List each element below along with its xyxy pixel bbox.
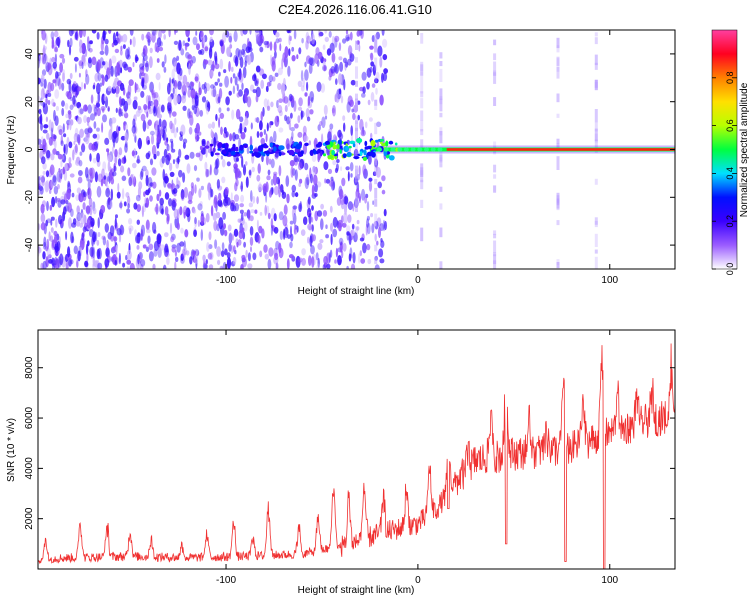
x-tick-label: 0 xyxy=(415,575,421,586)
y-tick-label: 0 xyxy=(24,146,35,152)
spectrogram-ylabel: Frequency (Hz) xyxy=(6,116,17,185)
y-tick-label: 6000 xyxy=(24,406,35,429)
snr-frame xyxy=(37,329,676,570)
y-tick-label: 2000 xyxy=(24,507,35,530)
colorbar-tick-label: 0.4 xyxy=(725,167,735,180)
x-tick-label: 0 xyxy=(415,275,421,286)
colorbar-tick-label: 0.8 xyxy=(725,72,735,85)
colorbar-ticks: 0.0 0.2 0.4 0.6 0.8 xyxy=(712,72,737,276)
snr-panel: -100 0 100 2000 4000 6000 8000 Height of strai… xyxy=(6,329,676,596)
x-tick-label: 100 xyxy=(601,575,618,586)
x-tick-label: -100 xyxy=(216,575,236,586)
snr-xlabel: Height of straight line (km) xyxy=(298,585,415,596)
colorbar: 0.0 0.2 0.4 0.6 0.8 Normalized spectral ampl… xyxy=(711,29,750,276)
spectrogram-panel: -100 0 100 -40 -20 0 20 40 Height of straight l… xyxy=(6,29,676,297)
y-tick-label: 4000 xyxy=(24,457,35,480)
snr-series-line xyxy=(38,343,675,569)
y-tick-label: 40 xyxy=(24,48,35,60)
colorbar-tick-label: 0.6 xyxy=(725,119,735,132)
x-tick-label: -100 xyxy=(216,275,236,286)
y-tick-label: 20 xyxy=(24,96,35,108)
chart-title: C2E4.2026.116.06.41.G10 xyxy=(278,2,432,17)
colorbar-tick-label: 0.2 xyxy=(725,215,735,228)
spectrogram-cells xyxy=(38,30,675,269)
colorbar-label: Normalized spectral amplitude xyxy=(739,82,750,217)
y-tick-label: 8000 xyxy=(24,356,35,379)
spectrogram-xlabel: Height of straight line (km) xyxy=(298,286,415,297)
snr-ticks: -100 0 100 2000 4000 6000 8000 xyxy=(24,330,675,586)
colorbar-tick-label: 0.0 xyxy=(725,263,735,276)
x-tick-label: 100 xyxy=(601,275,618,286)
colorbar-gradient xyxy=(711,29,738,270)
spectrogram-ticks: -100 0 100 -40 -20 0 20 40 xyxy=(24,30,675,286)
y-tick-label: -40 xyxy=(24,237,35,252)
y-tick-label: -20 xyxy=(24,190,35,205)
snr-ylabel: SNR (10 * v/v) xyxy=(6,418,17,482)
